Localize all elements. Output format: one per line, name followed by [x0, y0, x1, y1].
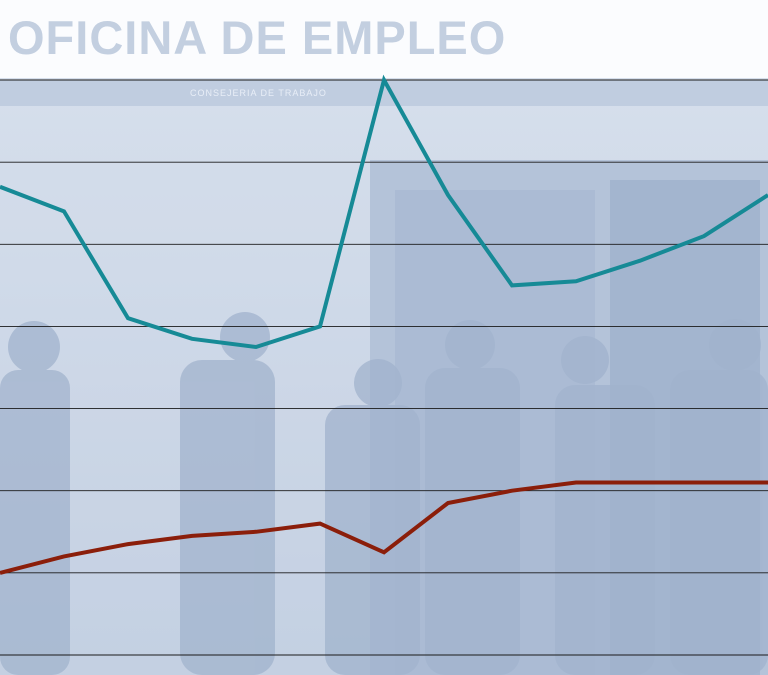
sign-text: OFICINA DE EMPLEO	[8, 11, 507, 64]
series-line-1	[0, 74, 768, 350]
sub-sign-text: CONSEJERIA DE TRABAJO	[190, 88, 327, 98]
series-lines	[0, 74, 768, 575]
series-line-2	[0, 480, 768, 575]
people-silhouettes	[0, 312, 768, 675]
gridlines	[0, 79, 768, 656]
